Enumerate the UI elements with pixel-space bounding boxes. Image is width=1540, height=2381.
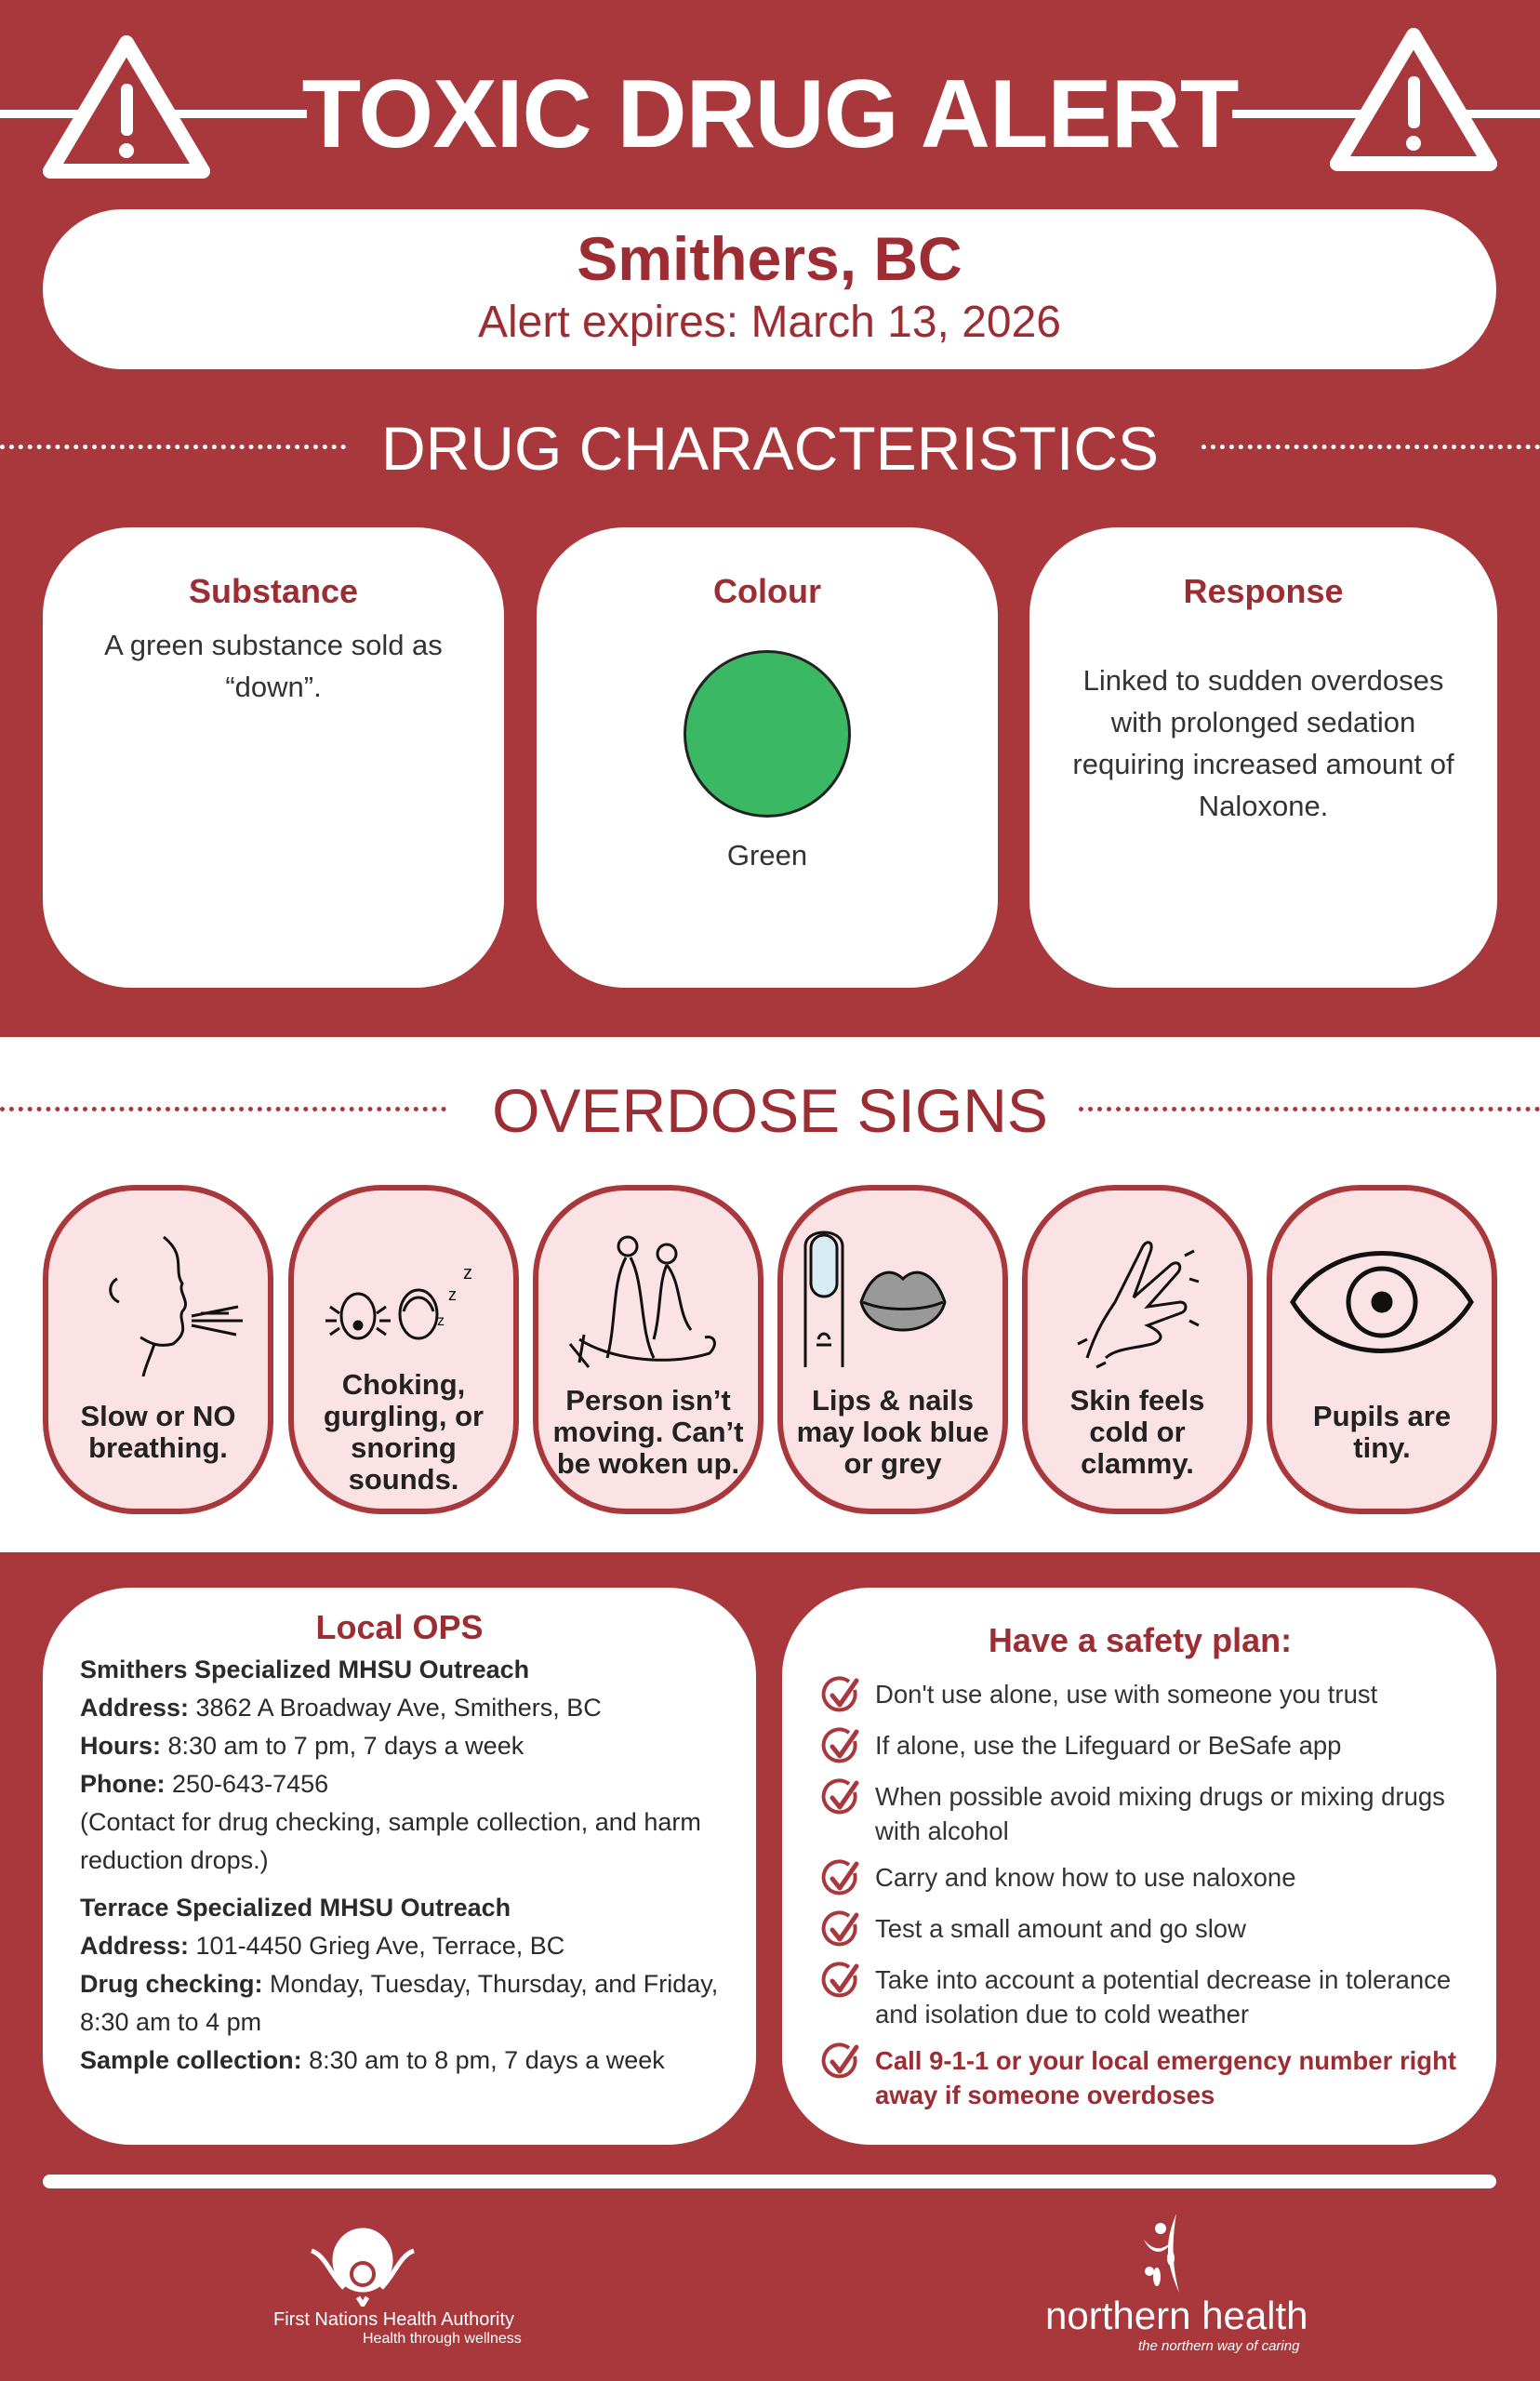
field-value: 8:30 am to 7 pm, 7 days a week xyxy=(161,1732,524,1760)
sign-label: Person isn’t moving. Can’t be woken up. xyxy=(552,1384,744,1480)
svg-text:z: z xyxy=(437,1313,445,1329)
page-title: TOXIC DRUG ALERT xyxy=(301,60,1240,168)
location-name: Smithers, BC xyxy=(577,224,962,293)
section-heading-signs: OVERDOSE SIGNS xyxy=(492,1076,1048,1145)
unresponsive-person-icon xyxy=(568,1235,716,1368)
divider-dotted xyxy=(1201,445,1540,449)
field-value: 3862 A Broadway Ave, Smithers, BC xyxy=(189,1694,602,1722)
sign-label: Slow or NO breathing. xyxy=(80,1400,236,1464)
location-banner: Smithers, BC Alert expires: March 13, 20… xyxy=(43,209,1496,369)
smithers-address: Address: 3862 A Broadway Ave, Smithers, … xyxy=(80,1689,719,1727)
sign-card: Pupils are tiny. xyxy=(1267,1185,1497,1514)
field-value: 8:30 am to 8 pm, 7 days a week xyxy=(301,2046,665,2074)
check-circle-icon xyxy=(821,2042,859,2079)
response-text: Linked to sudden overdoses with prolonge… xyxy=(1072,664,1454,822)
field-value: 101-4450 Grieg Ave, Terrace, BC xyxy=(189,1932,565,1960)
card-title: Colour xyxy=(713,572,821,610)
field-label: Address: xyxy=(80,1694,190,1722)
sign-card: Lips & nails may look blue or grey xyxy=(777,1185,1008,1514)
safety-plan-item: Call 9-1-1 or your local emergency numbe… xyxy=(821,2042,1459,2112)
sign-label: Choking, gurgling, or snoring sounds. xyxy=(323,1368,485,1496)
terrace-drug-checking: Drug checking: Monday, Tuesday, Thursday… xyxy=(80,1965,719,2042)
colour-swatch xyxy=(684,650,851,818)
safety-plan-text: Don't use alone, use with someone you tr… xyxy=(875,1680,1378,1709)
fnha-logo-icon xyxy=(310,2228,416,2307)
colour-card: Colour Green xyxy=(537,527,998,988)
substance-text: A green substance sold as “down”. xyxy=(104,629,443,703)
phone-number[interactable]: 250-643-7456 xyxy=(165,1770,329,1798)
panel-title: Have a safety plan: xyxy=(988,1621,1293,1659)
substance-card: Substance A green substance sold as “dow… xyxy=(43,527,504,988)
smithers-name: Smithers Specialized MHSU Outreach xyxy=(80,1651,719,1689)
field-label: Sample collection: xyxy=(80,2046,302,2074)
sign-label: Lips & nails may look blue or grey xyxy=(796,1384,989,1480)
response-card: Response Linked to sudden overdoses with… xyxy=(1029,527,1497,988)
divider-dotted xyxy=(0,445,346,449)
northern-health-logo-icon xyxy=(1144,2214,1179,2293)
safety-plan-panel: Have a safety plan: Don't use alone, use… xyxy=(782,1588,1496,2145)
check-circle-icon xyxy=(821,1676,859,1712)
safety-plan-text: When possible avoid mixing drugs or mixi… xyxy=(875,1782,1445,1845)
smithers-phone: Phone: 250-643-7456 xyxy=(80,1765,719,1803)
local-ops-panel: Local OPS Smithers Specialized MHSU Outr… xyxy=(43,1588,756,2145)
site-name: Terrace Specialized MHSU Outreach xyxy=(80,1894,511,1922)
sign-card: Skin feels cold or clammy. xyxy=(1022,1185,1253,1514)
safety-plan-item: Carry and know how to use naloxone xyxy=(821,1859,1459,1899)
terrace-address: Address: 101-4450 Grieg Ave, Terrace, BC xyxy=(80,1927,719,1965)
smithers-note: (Contact for drug checking, sample colle… xyxy=(80,1808,701,1874)
safety-plan-text: Take into account a potential decrease i… xyxy=(875,1965,1452,2029)
field-label: Phone: xyxy=(80,1770,166,1798)
check-circle-icon xyxy=(821,1910,859,1947)
breathing-face-icon xyxy=(109,1235,243,1377)
field-value: Monday, Tuesday, Thursday, and Friday, 8… xyxy=(80,1970,719,2036)
lips-nails-icon xyxy=(803,1230,947,1367)
safety-plan-text: Carry and know how to use naloxone xyxy=(875,1863,1296,1892)
field-label: Hours: xyxy=(80,1732,161,1760)
safety-plan-item: When possible avoid mixing drugs or mixi… xyxy=(821,1778,1459,1848)
colour-label: Green xyxy=(726,839,808,871)
field-label: Drug checking: xyxy=(80,1970,263,1998)
safety-plan-item: Don't use alone, use with someone you tr… xyxy=(821,1676,1459,1716)
svg-text:z: z xyxy=(463,1263,472,1284)
fnha-tagline: Health through wellness xyxy=(363,2331,522,2347)
check-circle-icon xyxy=(821,1778,859,1815)
safety-plan-item: Test a small amount and go slow xyxy=(821,1910,1459,1950)
choking-snoring-icon: zzz xyxy=(325,1263,472,1340)
northern-health-tagline: the northern way of caring xyxy=(1138,2338,1300,2354)
warning-triangle-icon xyxy=(1330,28,1497,171)
safety-plan-item: If alone, use the Lifeguard or BeSafe ap… xyxy=(821,1727,1459,1767)
sign-card: Slow or NO breathing. xyxy=(43,1185,273,1514)
check-circle-icon xyxy=(821,1859,859,1895)
safety-plan-text: Test a small amount and go slow xyxy=(875,1914,1246,1943)
panel-title: Local OPS xyxy=(315,1608,484,1646)
terrace-name: Terrace Specialized MHSU Outreach xyxy=(80,1889,719,1927)
alert-expiry: Alert expires: March 13, 2026 xyxy=(478,298,1061,347)
field-label: Address: xyxy=(80,1932,190,1960)
sign-label: Pupils are tiny. xyxy=(1312,1400,1452,1464)
safety-plan-text: Call 9-1-1 or your local emergency numbe… xyxy=(875,2046,1457,2109)
check-circle-icon xyxy=(821,1727,859,1763)
divider-dotted xyxy=(0,1107,446,1111)
eye-pupil-icon xyxy=(1290,1251,1474,1353)
northern-health-name: northern health xyxy=(1045,2294,1308,2337)
sign-card: Person isn’t moving. Can’t be woken up. xyxy=(533,1185,763,1514)
divider-dotted xyxy=(1079,1107,1540,1111)
terrace-sample-collection: Sample collection: 8:30 am to 8 pm, 7 da… xyxy=(80,2042,719,2080)
safety-plan-text: If alone, use the Lifeguard or BeSafe ap… xyxy=(875,1731,1342,1760)
safety-plan-item: Take into account a potential decrease i… xyxy=(821,1962,1459,2031)
site-name: Smithers Specialized MHSU Outreach xyxy=(80,1656,530,1683)
smithers-hours: Hours: 8:30 am to 7 pm, 7 days a week xyxy=(80,1727,719,1765)
check-circle-icon xyxy=(821,1962,859,1998)
warning-triangle-icon xyxy=(43,35,210,179)
section-heading-characteristics: DRUG CHARACTERISTICS xyxy=(380,414,1160,483)
fnha-name: First Nations Health Authority xyxy=(273,2309,514,2330)
sign-label: Skin feels cold or clammy. xyxy=(1069,1384,1205,1480)
svg-text:z: z xyxy=(448,1285,457,1304)
card-title: Response xyxy=(1183,572,1344,610)
footer-divider xyxy=(43,2175,1496,2188)
cold-hand-icon xyxy=(1077,1241,1200,1369)
card-title: Substance xyxy=(188,572,359,610)
